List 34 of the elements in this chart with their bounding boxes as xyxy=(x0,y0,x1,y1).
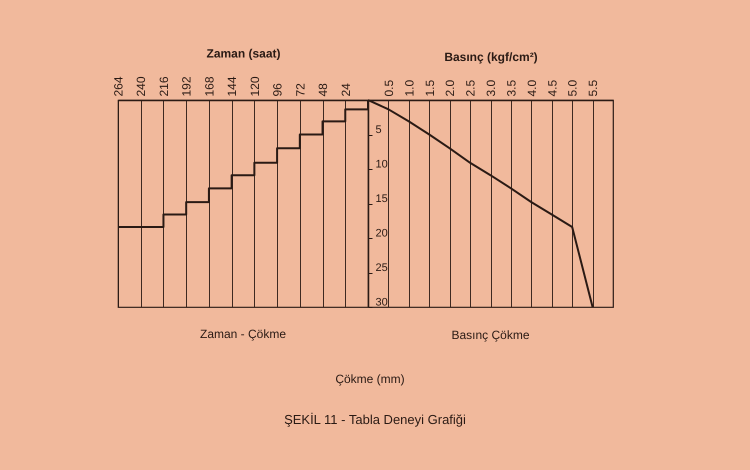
y-axis-title: Çökme (mm) xyxy=(334,372,406,386)
x-tick-label: 24 xyxy=(338,82,353,96)
x-tick-label: 264 xyxy=(112,76,126,96)
x-tick-label: 5.0 xyxy=(566,79,580,96)
text: Zaman - Çökme xyxy=(200,327,286,341)
x-tick-label: 5.5 xyxy=(586,79,600,96)
text: Basınç Çökme xyxy=(451,328,530,342)
y-tick-label: 10 xyxy=(376,158,388,170)
x-axis-title: Basınç (kgf/cm²) xyxy=(444,50,538,64)
x-tick-label: 3.5 xyxy=(504,79,518,96)
y-tick-label: 15 xyxy=(376,193,388,205)
x-tick-label: 192 xyxy=(180,76,194,96)
x-tick-label: 240 xyxy=(134,76,148,96)
x-tick-label: 48 xyxy=(316,82,330,96)
x-tick-label: 72 xyxy=(293,82,308,96)
y-tick-label: 20 xyxy=(376,228,388,240)
y-tick-label: 25 xyxy=(376,262,388,274)
x-tick-label: 2.0 xyxy=(443,79,458,96)
x-tick-label: 1.0 xyxy=(402,79,416,96)
y-tick-label: 5 xyxy=(376,124,382,136)
x-tick-label: 96 xyxy=(270,82,285,96)
y-tick-label: 30 xyxy=(376,296,388,308)
x-tick-label: 2.5 xyxy=(464,79,478,96)
x-tick-label: 0.5 xyxy=(382,79,396,96)
x-tick-label: 120 xyxy=(248,76,262,96)
x-tick-label: 168 xyxy=(202,76,216,96)
x-tick-label: 144 xyxy=(225,76,240,96)
x-tick-label: 3.0 xyxy=(484,79,498,96)
x-tick-label: 216 xyxy=(156,76,171,96)
x-tick-label: 1.5 xyxy=(422,79,437,96)
x-tick-label: 4.5 xyxy=(545,79,560,96)
x-tick-label: 4.0 xyxy=(524,79,539,96)
x-axis-title: Zaman (saat) xyxy=(206,46,281,60)
text: ŞEKİL 11 - Tabla Deneyi Grafiği xyxy=(283,412,467,427)
